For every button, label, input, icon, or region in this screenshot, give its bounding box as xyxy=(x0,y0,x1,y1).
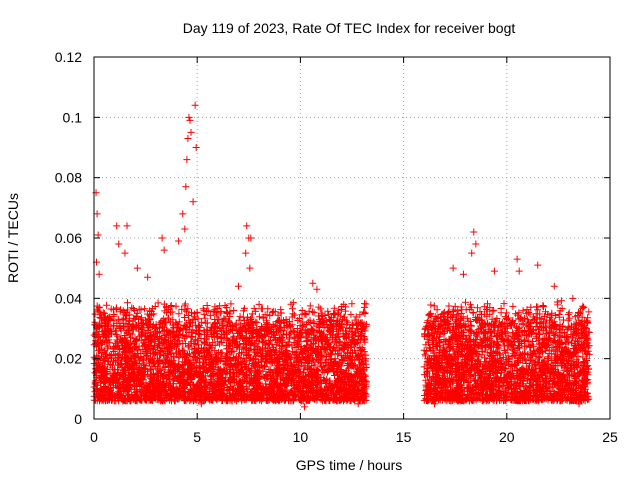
data-point xyxy=(181,225,189,233)
data-point xyxy=(301,403,309,411)
data-point xyxy=(111,397,119,405)
y-tick-label: 0.1 xyxy=(63,109,83,125)
data-point-cloud xyxy=(90,297,593,405)
data-point xyxy=(575,400,583,408)
data-point xyxy=(121,249,129,257)
data-points xyxy=(90,101,593,411)
data-point xyxy=(197,400,205,408)
y-tick-label: 0 xyxy=(74,411,82,427)
data-point xyxy=(242,249,250,257)
data-point xyxy=(569,294,577,302)
chart-title: Day 119 of 2023, Rate Of TEC Index for r… xyxy=(183,20,516,36)
data-point xyxy=(313,285,321,293)
x-tick-label: 10 xyxy=(293,429,309,445)
data-point xyxy=(95,270,103,278)
data-point xyxy=(189,198,197,206)
y-tick-label: 0.08 xyxy=(55,170,82,186)
data-point xyxy=(186,116,194,124)
data-point xyxy=(187,128,195,136)
data-point xyxy=(472,240,480,248)
data-point xyxy=(468,249,476,257)
y-axis-label: ROTI / TECUs xyxy=(5,193,21,283)
data-point xyxy=(329,309,337,317)
data-point xyxy=(243,222,251,230)
data-point xyxy=(94,231,102,239)
x-tick-label: 15 xyxy=(396,429,412,445)
y-tick-label: 0.04 xyxy=(55,290,82,306)
data-point xyxy=(183,156,191,164)
y-tick-label: 0.12 xyxy=(55,49,82,65)
data-point xyxy=(490,267,498,275)
data-point xyxy=(247,234,255,242)
data-point xyxy=(459,270,467,278)
data-point xyxy=(360,303,368,311)
data-point xyxy=(133,264,141,272)
data-point xyxy=(246,264,254,272)
data-point xyxy=(449,264,457,272)
data-point xyxy=(255,300,263,308)
data-point xyxy=(184,134,192,142)
data-point xyxy=(93,210,101,218)
data-point xyxy=(185,113,193,121)
data-point xyxy=(192,144,200,151)
data-point xyxy=(583,318,591,326)
data-point xyxy=(470,228,478,236)
data-point xyxy=(158,234,166,242)
x-tick-label: 5 xyxy=(193,429,201,445)
data-point xyxy=(234,282,242,290)
data-point xyxy=(113,222,121,230)
data-point xyxy=(179,210,187,218)
data-point xyxy=(340,300,348,308)
data-point xyxy=(191,101,199,109)
y-tick-label: 0.06 xyxy=(55,230,82,246)
data-point xyxy=(160,246,168,254)
data-point xyxy=(354,400,362,408)
data-point xyxy=(175,237,183,245)
data-point xyxy=(515,267,523,275)
data-point xyxy=(144,273,152,281)
x-axis-label: GPS time / hours xyxy=(296,457,403,473)
data-point xyxy=(513,255,521,263)
data-point xyxy=(182,183,190,191)
data-point xyxy=(309,279,317,287)
data-point xyxy=(534,261,542,269)
data-point xyxy=(431,400,439,408)
data-point xyxy=(426,309,434,317)
data-point xyxy=(123,222,131,230)
x-tick-label: 20 xyxy=(499,429,515,445)
y-tick-label: 0.02 xyxy=(55,351,82,367)
data-point xyxy=(550,282,558,290)
data-point xyxy=(115,240,123,248)
axis-ticks: 0 5 10 15 20 25 0 0.02 0.04 0.06 0.08 0.1 0.12 xyxy=(55,49,618,445)
x-tick-label: 25 xyxy=(602,429,618,445)
x-tick-label: 0 xyxy=(90,429,98,445)
grid-lines xyxy=(94,57,610,419)
